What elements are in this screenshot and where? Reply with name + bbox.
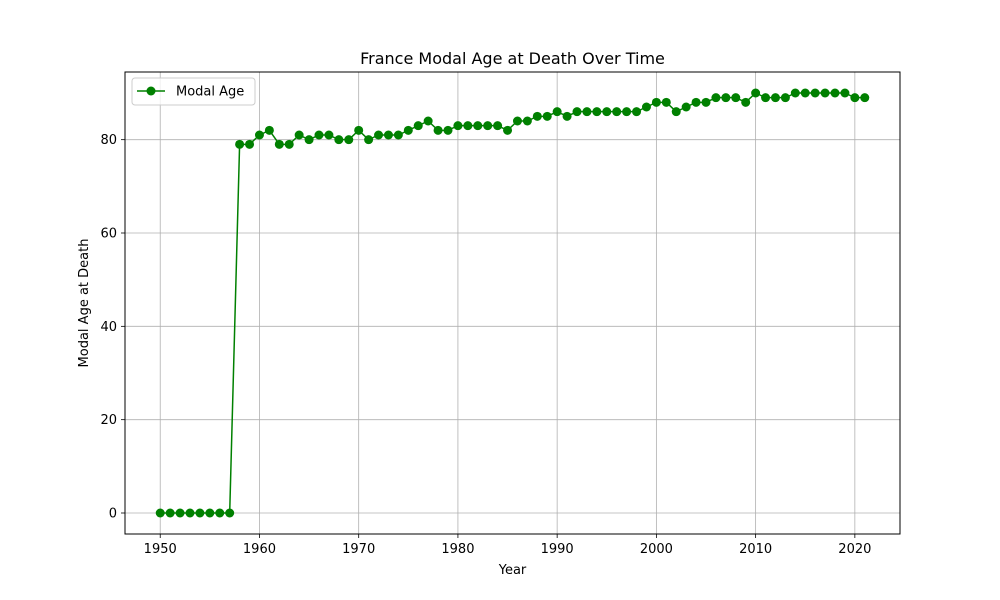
- data-point: [701, 97, 711, 107]
- x-tick-label: 2010: [739, 542, 772, 557]
- data-point: [850, 93, 860, 103]
- data-point: [344, 135, 354, 145]
- x-tick-label: 1980: [441, 542, 474, 557]
- data-point: [314, 130, 324, 140]
- data-point: [225, 508, 235, 518]
- data-point: [334, 135, 344, 145]
- data-point: [245, 139, 255, 149]
- data-point: [830, 88, 840, 98]
- data-point: [284, 139, 294, 149]
- y-tick-label: 60: [100, 227, 117, 242]
- data-point: [681, 102, 691, 112]
- data-point: [473, 121, 483, 131]
- series-modal-age: [155, 88, 870, 518]
- axis-ticks: 1950 1960 1970 1980 1990 2000 2010 2020 0 20 40 60 8…: [100, 133, 871, 557]
- data-point: [453, 121, 463, 131]
- data-point: [860, 93, 870, 103]
- data-point: [175, 508, 185, 518]
- legend: Modal Age: [131, 77, 256, 106]
- y-tick-label: 0: [109, 507, 117, 522]
- data-point: [602, 107, 612, 117]
- data-point: [185, 508, 195, 518]
- y-axis-title: Modal Age at Death: [77, 239, 92, 368]
- data-point: [542, 111, 552, 121]
- data-point: [592, 107, 602, 117]
- data-point: [761, 93, 771, 103]
- y-tick-label: 80: [100, 133, 117, 148]
- legend-box: [131, 77, 256, 106]
- data-point: [622, 107, 632, 117]
- data-point: [483, 121, 493, 131]
- data-point: [780, 93, 790, 103]
- data-point: [552, 107, 562, 117]
- data-point: [383, 130, 393, 140]
- data-point: [155, 508, 165, 518]
- x-tick-label: 1960: [243, 542, 276, 557]
- data-point: [721, 93, 731, 103]
- data-point: [810, 88, 820, 98]
- data-point: [612, 107, 622, 117]
- data-point: [364, 135, 374, 145]
- data-point: [165, 508, 175, 518]
- legend-marker-swatch: [146, 86, 156, 96]
- legend-label: Modal Age: [176, 85, 244, 100]
- data-point: [215, 508, 225, 518]
- data-point: [641, 102, 651, 112]
- x-tick-label: 1970: [342, 542, 375, 557]
- grid-lines: [125, 72, 900, 534]
- data-point: [582, 107, 592, 117]
- data-point: [324, 130, 334, 140]
- data-point: [403, 125, 413, 135]
- data-point: [235, 139, 245, 149]
- x-axis-title: Year: [498, 563, 527, 578]
- data-point: [711, 93, 721, 103]
- data-point: [770, 93, 780, 103]
- data-point: [393, 130, 403, 140]
- data-point: [840, 88, 850, 98]
- plot-frame: [124, 71, 901, 535]
- y-tick-label: 40: [100, 320, 117, 335]
- data-point: [820, 88, 830, 98]
- data-point: [751, 88, 761, 98]
- data-point: [433, 125, 443, 135]
- data-point: [661, 97, 671, 107]
- data-point: [503, 125, 513, 135]
- data-point: [671, 107, 681, 117]
- data-point: [493, 121, 503, 131]
- data-point: [205, 508, 215, 518]
- data-point: [294, 130, 304, 140]
- data-point: [264, 125, 274, 135]
- data-point: [800, 88, 810, 98]
- data-point: [522, 116, 532, 126]
- x-tick-label: 1950: [144, 542, 177, 557]
- data-point: [354, 125, 364, 135]
- chart-title: France Modal Age at Death Over Time: [360, 49, 665, 68]
- data-point: [512, 116, 522, 126]
- data-point: [423, 116, 433, 126]
- data-point: [632, 107, 642, 117]
- data-point: [572, 107, 582, 117]
- data-point: [532, 111, 542, 121]
- data-point: [254, 130, 264, 140]
- x-tick-label: 1990: [541, 542, 574, 557]
- data-point: [374, 130, 384, 140]
- x-tick-label: 2000: [640, 542, 673, 557]
- data-point: [274, 139, 284, 149]
- data-point: [443, 125, 453, 135]
- x-tick-label: 2020: [838, 542, 871, 557]
- data-point: [731, 93, 741, 103]
- data-point: [691, 97, 701, 107]
- data-point: [463, 121, 473, 131]
- data-point: [651, 97, 661, 107]
- data-point: [195, 508, 205, 518]
- data-point: [741, 97, 751, 107]
- data-point: [304, 135, 314, 145]
- data-point: [790, 88, 800, 98]
- y-tick-label: 20: [100, 413, 117, 428]
- data-point: [562, 111, 572, 121]
- data-point: [413, 121, 423, 131]
